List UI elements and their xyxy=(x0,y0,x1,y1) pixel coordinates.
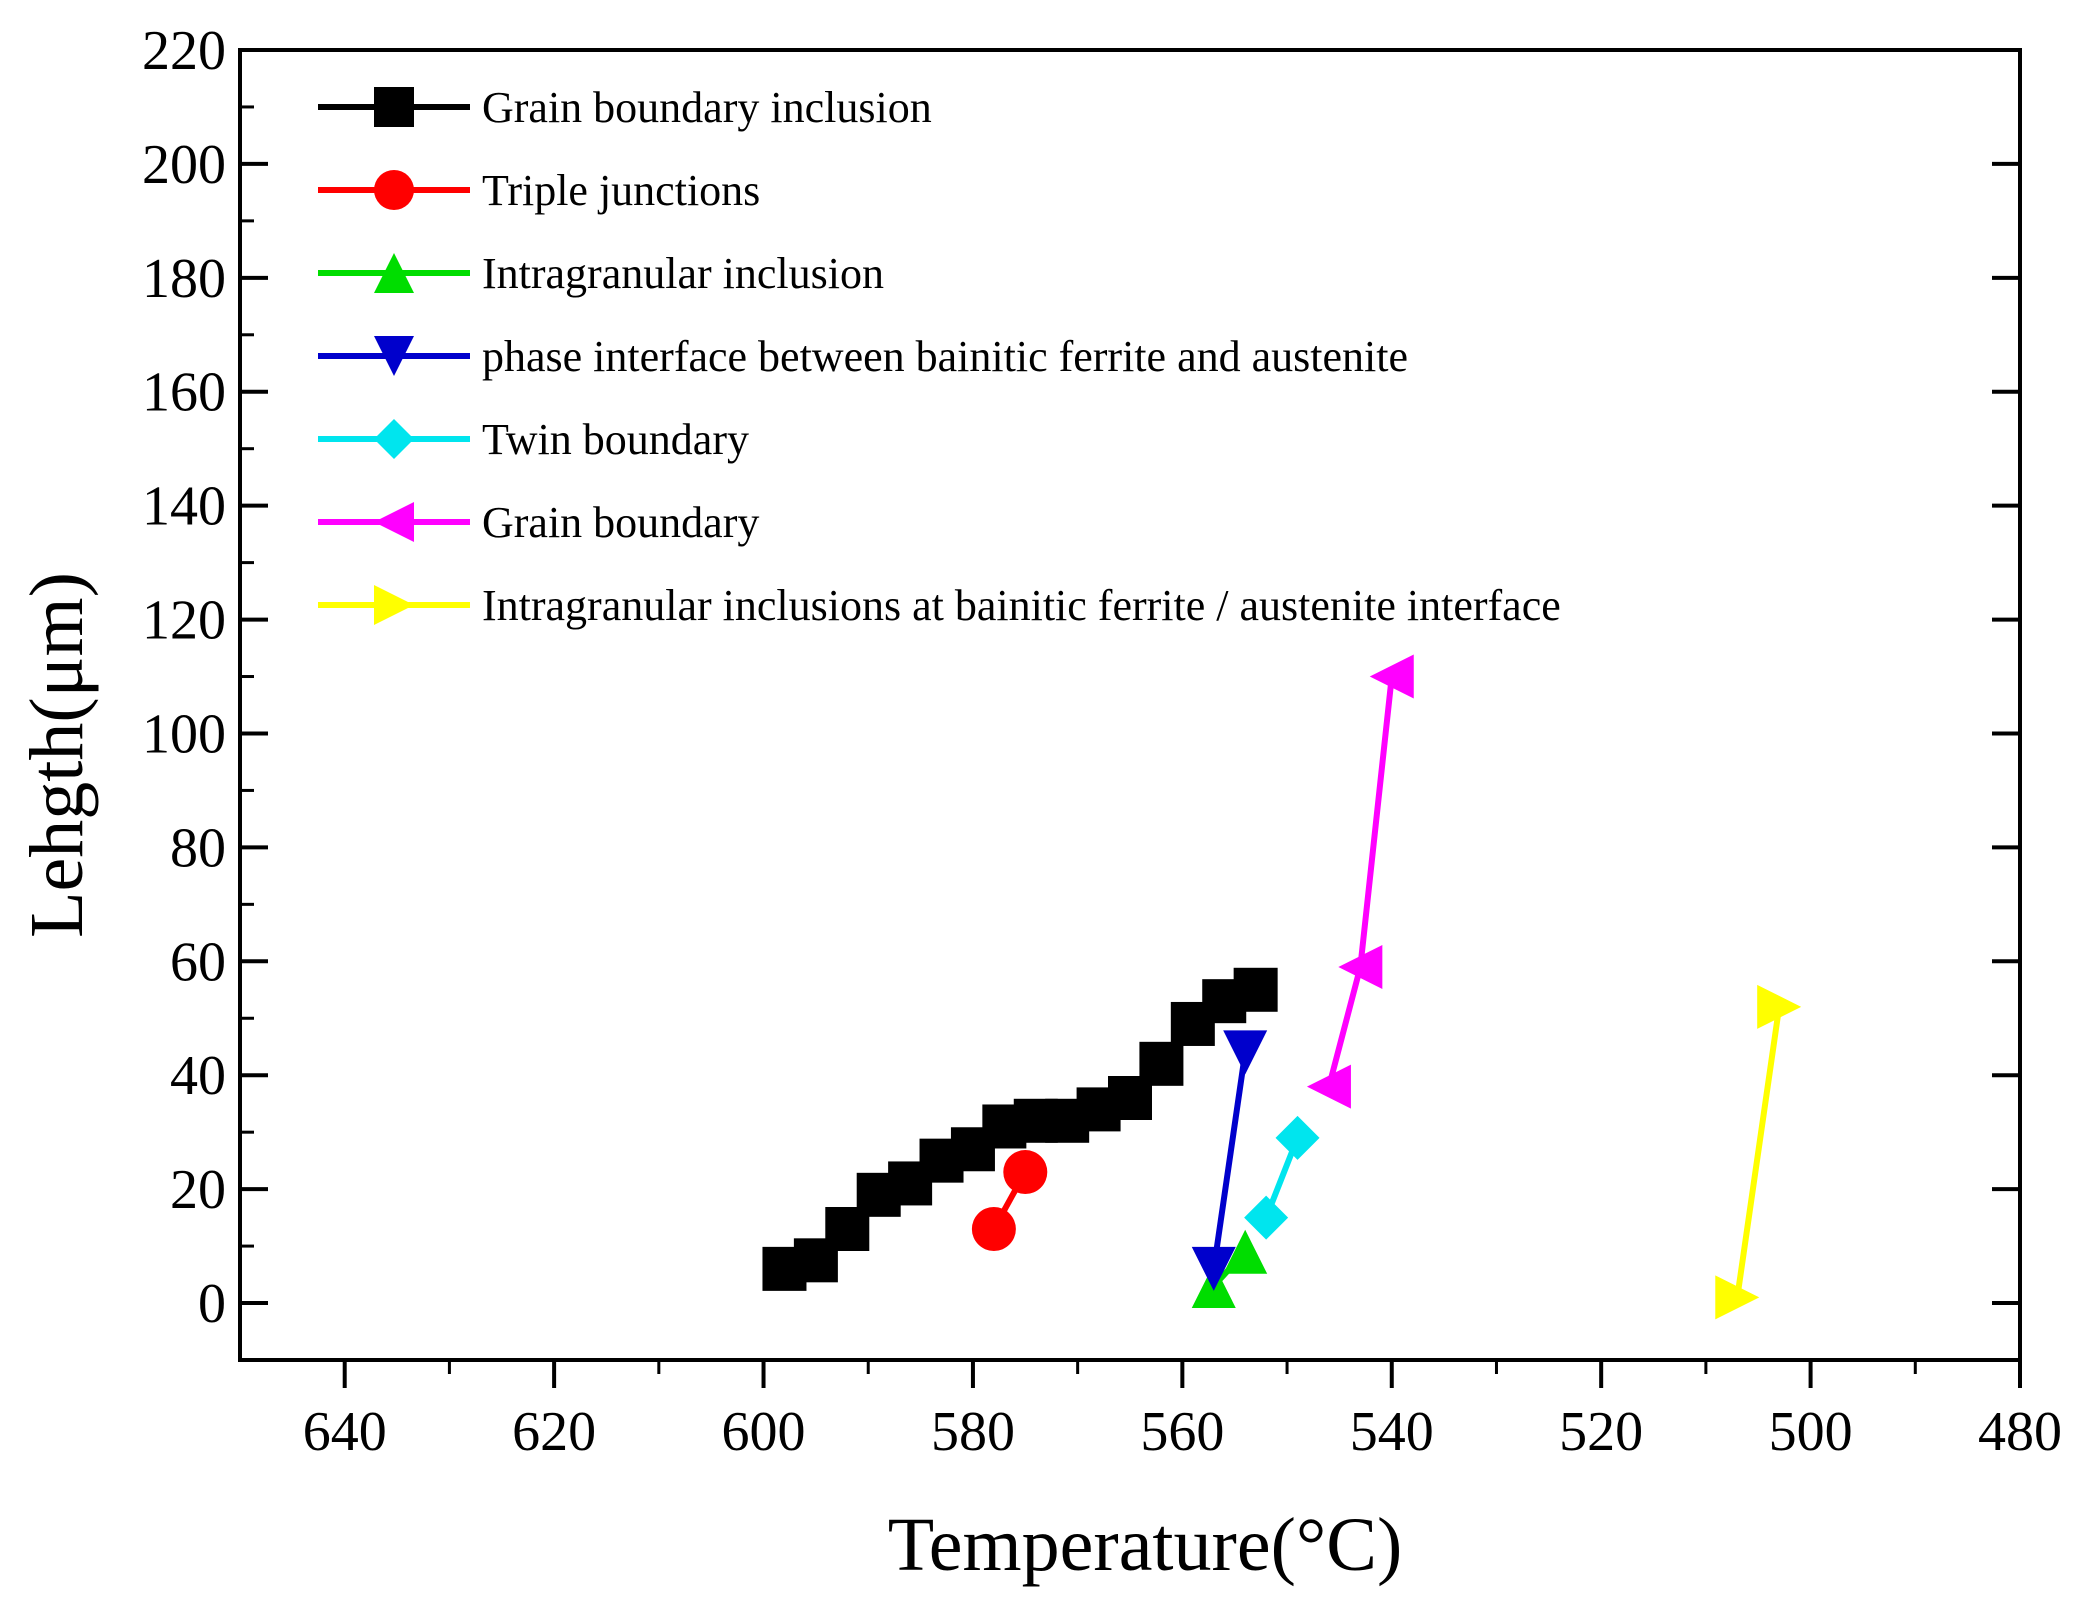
data-point xyxy=(1233,967,1278,1012)
y-tick-label: 140 xyxy=(142,476,226,538)
series-5 xyxy=(1306,654,1414,1109)
data-point xyxy=(1223,1229,1268,1274)
legend-label: Grain boundary xyxy=(482,498,759,547)
x-tick-label: 600 xyxy=(722,1401,806,1463)
y-tick-label: 20 xyxy=(170,1159,226,1221)
x-tick-label: 480 xyxy=(1978,1401,2062,1463)
x-tick-label: 520 xyxy=(1559,1401,1643,1463)
legend-marker xyxy=(374,585,414,625)
x-tick-label: 500 xyxy=(1769,1401,1853,1463)
x-tick-label: 620 xyxy=(512,1401,596,1463)
x-tick-label: 540 xyxy=(1350,1401,1434,1463)
data-point xyxy=(1306,1064,1351,1109)
legend-marker xyxy=(374,87,414,127)
data-point xyxy=(1139,1041,1184,1086)
y-tick-label: 220 xyxy=(142,20,226,82)
legend-entry: Intragranular inclusion xyxy=(318,249,884,298)
legend-marker xyxy=(374,336,414,376)
y-tick-label: 40 xyxy=(170,1045,226,1107)
series-6 xyxy=(1715,984,1802,1320)
series-3 xyxy=(1191,1030,1268,1291)
legend-entry: Grain boundary xyxy=(318,498,759,547)
y-tick-label: 180 xyxy=(142,248,226,310)
x-tick-label: 580 xyxy=(931,1401,1015,1463)
legend-entry: Triple junctions xyxy=(318,166,760,215)
legend-label: Twin boundary xyxy=(482,415,749,464)
series-4 xyxy=(1244,1115,1320,1240)
y-tick-label: 0 xyxy=(198,1273,226,1335)
series-line xyxy=(1734,1006,1783,1298)
y-axis-title: Lehgth(μm) xyxy=(15,572,99,938)
y-tick-label: 200 xyxy=(142,134,226,196)
series-line xyxy=(1210,1052,1249,1270)
legend-marker xyxy=(374,502,414,542)
data-point xyxy=(1244,1195,1289,1240)
series-layer xyxy=(762,654,1802,1320)
y-tick-label: 80 xyxy=(170,817,226,879)
data-point xyxy=(1338,945,1383,989)
legend-entry: Grain boundary inclusion xyxy=(318,83,932,132)
data-point xyxy=(1275,1115,1320,1160)
data-point xyxy=(1223,1030,1268,1075)
y-tick-label: 60 xyxy=(170,931,226,993)
legend-label: phase interface between bainitic ferrite… xyxy=(482,332,1408,381)
data-point xyxy=(1191,1246,1236,1291)
y-tick-label: 100 xyxy=(142,703,226,765)
legend-marker xyxy=(374,170,414,210)
plot-area xyxy=(238,48,2022,1362)
legend-label: Intragranular inclusions at bainitic fer… xyxy=(482,581,1561,630)
data-point xyxy=(1757,984,1802,1029)
data-point xyxy=(1003,1150,1048,1195)
series-1 xyxy=(971,1150,1048,1251)
y-axis-ticks: 0 20 40 60 80 100 120 140 160 180 200 220 xyxy=(142,20,2020,1335)
legend-label: Intragranular inclusion xyxy=(482,249,884,298)
legend: Grain boundary inclusion Triple junctions… xyxy=(318,83,1561,630)
legend-entry: Intragranular inclusions at bainitic fer… xyxy=(318,581,1561,630)
x-axis-title: Temperature(°C) xyxy=(888,1503,1403,1587)
legend-label: Grain boundary inclusion xyxy=(482,83,932,132)
legend-marker xyxy=(374,253,414,293)
data-point xyxy=(1715,1275,1760,1320)
data-point xyxy=(971,1207,1016,1251)
legend-entry: Twin boundary xyxy=(318,415,749,464)
x-tick-label: 640 xyxy=(303,1401,387,1463)
legend-label: Triple junctions xyxy=(482,166,760,215)
y-tick-label: 160 xyxy=(142,362,226,424)
data-point xyxy=(1369,654,1414,699)
legend-entry: phase interface between bainitic ferrite… xyxy=(318,332,1408,381)
x-axis-ticks: 640 620 600 580 560 540 520 500 480 xyxy=(303,1360,2062,1463)
series-0 xyxy=(762,967,1278,1291)
y-tick-label: 120 xyxy=(142,590,226,652)
legend-marker xyxy=(374,419,414,459)
x-tick-label: 560 xyxy=(1140,1401,1224,1463)
